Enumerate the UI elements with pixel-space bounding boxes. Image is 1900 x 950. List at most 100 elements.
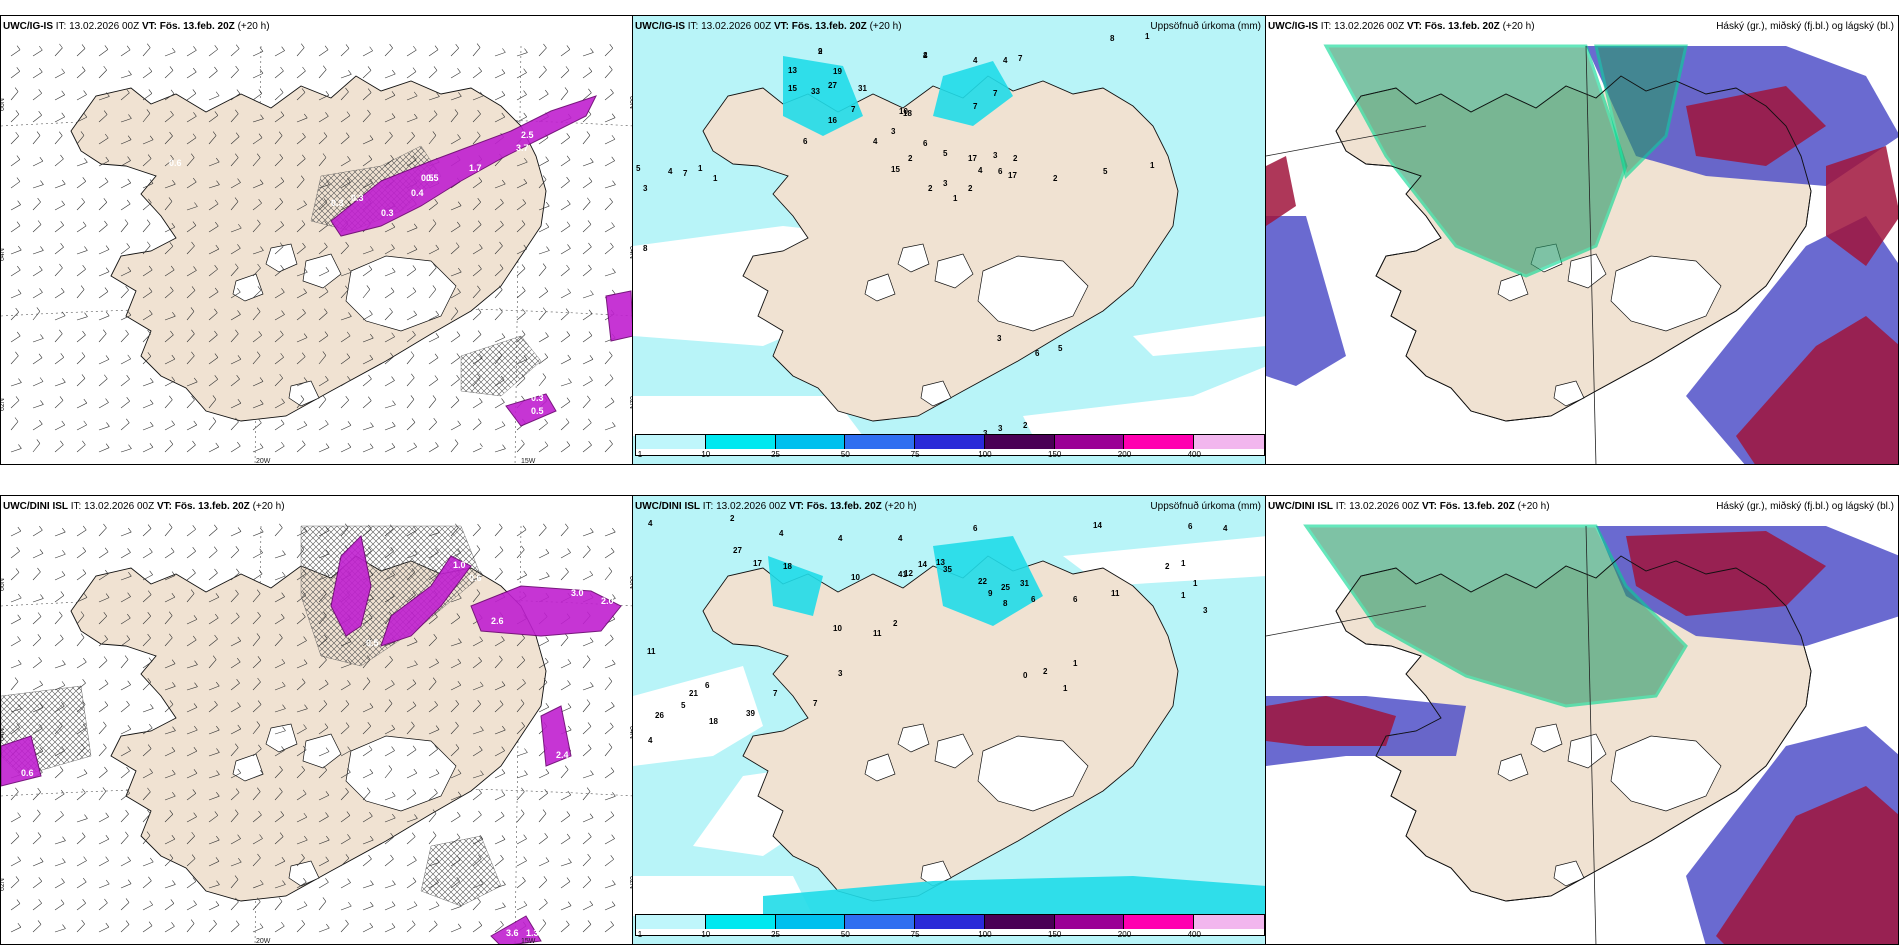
wind-barb-feather (411, 832, 416, 837)
wind-barb (10, 355, 19, 365)
wind-barb (76, 615, 85, 625)
wind-barb-feather (170, 265, 175, 271)
wind-barb-feather (103, 721, 107, 726)
wind-barb-feather (479, 353, 483, 359)
wind-barb (208, 357, 219, 365)
wind-barb-feather (590, 528, 594, 533)
wind-barb-feather (60, 440, 64, 446)
wind-barb (516, 52, 528, 57)
wind-barb (494, 527, 503, 537)
wind-barb-feather (369, 178, 373, 183)
wind-barb-feather (545, 332, 549, 337)
wind-barb (252, 447, 264, 453)
wind-barb-feather (17, 812, 21, 817)
wind-barb (538, 93, 549, 101)
wind-barb (318, 530, 329, 537)
field-value-label: 2.5 (521, 130, 534, 140)
wind-barb-feather (566, 811, 571, 816)
legend-swatch: 10 (701, 435, 776, 459)
wind-barb (164, 226, 176, 233)
wind-barb-feather (279, 154, 283, 159)
it-value: 13.02.2026 00Z (69, 21, 140, 32)
wind-barb (450, 597, 462, 603)
wind-barb (54, 725, 63, 735)
wind-barb-feather (324, 287, 329, 292)
wind-barb (450, 311, 459, 321)
wind-barb-feather (59, 263, 63, 269)
wind-barb (98, 660, 108, 669)
wind-barb-feather (587, 220, 592, 225)
wind-barb-feather (367, 109, 371, 115)
wind-barb (450, 906, 462, 911)
precip-moderate (763, 876, 1265, 916)
precip-value-label: 6 (998, 167, 1003, 176)
wind-barb-feather (590, 290, 594, 295)
wind-barb-feather (102, 787, 107, 792)
wind-barb (362, 358, 373, 365)
wind-barb-feather (62, 527, 66, 533)
wind-barb (428, 70, 438, 79)
wind-barb-feather (435, 878, 439, 883)
wind-barb (318, 423, 329, 431)
wind-barb (54, 575, 66, 581)
wind-barb (164, 596, 175, 603)
wind-barb-feather (105, 834, 110, 840)
wind-barb-feather (259, 399, 264, 405)
precip-moderate (933, 61, 1013, 126)
wind-barb-feather (149, 309, 153, 315)
wind-barb (450, 684, 461, 691)
field-label: Háský (gr.), miðský (fj.bl.) og lágský (… (1716, 21, 1894, 32)
wind-barb (318, 794, 330, 801)
wind-barb-feather (235, 132, 240, 137)
glacier (897, 723, 930, 753)
wind-barb-feather (192, 89, 197, 94)
wind-barb (494, 224, 504, 233)
wind-barb-feather (390, 547, 394, 552)
field-value-label: 2.0 (601, 596, 614, 606)
wind-barb-feather (257, 263, 261, 269)
wind-barb-feather (15, 876, 20, 881)
wind-barb (318, 312, 328, 321)
wind-barb (384, 836, 394, 845)
model-name: UWC/IG-IS (635, 21, 685, 32)
wind-barb-feather (610, 855, 614, 860)
wind-barb-feather (543, 65, 547, 71)
wind-barb (10, 880, 20, 889)
wind-barb-feather (347, 834, 351, 839)
precip-value-label: 6 (1188, 522, 1193, 531)
wind-barb (252, 157, 261, 167)
precip-value-label: 7 (993, 89, 998, 98)
wind-barb (604, 884, 616, 889)
wind-barb (472, 47, 481, 57)
wind-barb-feather (168, 523, 173, 528)
wind-barb-feather (368, 854, 372, 860)
wind-barb (340, 289, 349, 299)
wind-barb-feather (455, 396, 460, 401)
legend-swatch: 150 (1048, 435, 1125, 459)
wind-barb-feather (412, 745, 417, 750)
wind-barb-feather (325, 376, 329, 381)
wind-barb (318, 94, 330, 101)
lat-label: 64N (1, 248, 6, 261)
legend-tick-label: 100 (978, 450, 992, 459)
wind-barb-feather (303, 113, 308, 119)
high-cloud (1303, 524, 1688, 708)
wind-barb-feather (436, 858, 440, 863)
wind-barb (582, 268, 592, 277)
wind-barb-feather (566, 155, 571, 160)
wind-barb-feather (566, 45, 571, 50)
wind-barb (450, 642, 462, 647)
wind-barb-feather (60, 789, 65, 795)
wind-barb-feather (279, 373, 283, 379)
wind-barb (604, 378, 614, 387)
it-label: IT: (1335, 501, 1347, 512)
precip-value-label: 1 (1145, 32, 1150, 41)
wind-barb (76, 116, 88, 123)
wind-barb-feather (83, 112, 88, 118)
wind-barb-feather (104, 177, 109, 182)
wind-barb-feather (17, 856, 21, 861)
wind-barb-feather (212, 395, 217, 400)
legend-tick-label: 150 (1048, 450, 1062, 459)
wind-barb-feather (389, 131, 393, 137)
wind-barb (428, 749, 438, 757)
